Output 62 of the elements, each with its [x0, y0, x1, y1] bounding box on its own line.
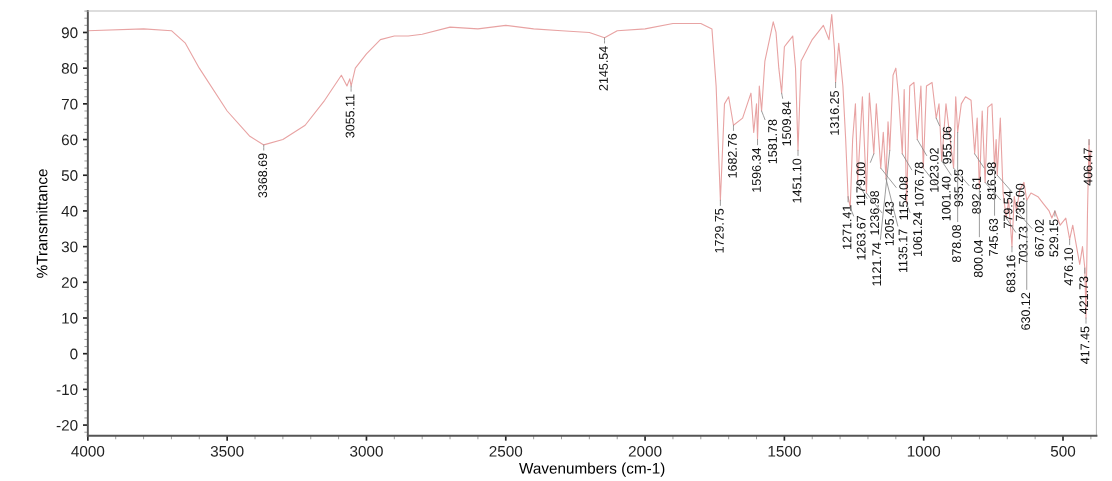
annotation: 1729.75 — [714, 208, 724, 253]
y-tick-label: 70 — [61, 98, 78, 110]
x-axis-title: Wavenumbers (cm-1) — [519, 462, 665, 477]
annotation: 1316.25 — [830, 90, 839, 135]
annotation: 1076.78 — [914, 162, 924, 207]
x-tick-label: 2500 — [489, 445, 523, 457]
x-tick-label: 3500 — [210, 445, 244, 457]
annotation: 1682.76 — [727, 133, 737, 178]
annotation: 736.00 — [1015, 183, 1025, 221]
y-tick-label: 30 — [61, 241, 78, 253]
y-tick-label: -20 — [56, 419, 78, 431]
annotation: 1581.78 — [768, 119, 777, 164]
y-tick-label: 0 — [70, 348, 78, 360]
x-tick-label: 2000 — [628, 445, 662, 457]
annotation: 779.54 — [1003, 190, 1013, 228]
annotation: 1001.40 — [941, 176, 951, 221]
annotation: 1179.00 — [856, 162, 866, 206]
annotation: 955.06 — [942, 126, 952, 164]
annotation: 1061.24 — [913, 212, 922, 257]
annotation: 1263.67 — [856, 215, 866, 260]
annotation: 421.73 — [1079, 276, 1089, 314]
annotation: 892.61 — [972, 176, 981, 214]
x-tick-label: 4000 — [71, 445, 105, 457]
annotation: 878.08 — [952, 224, 962, 263]
annotation: 1023.02 — [929, 148, 939, 192]
x-tick-label: 1000 — [907, 445, 941, 457]
annotation: 667.02 — [1034, 219, 1044, 257]
annotation: 703.73 — [1018, 226, 1028, 264]
y-tick-label: 90 — [61, 27, 78, 39]
y-tick-label: 20 — [61, 277, 78, 288]
annotation: 1451.10 — [792, 158, 802, 203]
x-tick-label: 1500 — [768, 445, 801, 457]
annotation: 1154.08 — [899, 176, 909, 220]
annotation: 1509.84 — [782, 101, 791, 146]
annotation: 1121.74 — [872, 242, 882, 286]
annotation: 630.12 — [1021, 292, 1031, 330]
y-tick-label: 80 — [61, 63, 78, 74]
annotation: 2145.54 — [599, 46, 608, 91]
y-tick-label: 60 — [61, 134, 78, 146]
x-tick-label: 3000 — [350, 445, 383, 457]
annotation: 3368.69 — [258, 153, 268, 198]
annotation: 529.15 — [1049, 219, 1059, 257]
annotation: 1596.34 — [752, 147, 761, 192]
annotation: 1236.98 — [870, 190, 880, 235]
annotation: 1271.41 — [842, 205, 852, 249]
annotation: 816.98 — [987, 162, 997, 200]
annotation: 935.25 — [954, 169, 964, 207]
annotation: 417.45 — [1080, 326, 1090, 364]
y-tick-label: 50 — [61, 170, 78, 181]
annotation: 3055.11 — [345, 94, 355, 138]
annotation: 476.10 — [1064, 247, 1074, 286]
annotation: 745.63 — [989, 218, 998, 256]
annotation: 1135.17 — [898, 229, 908, 273]
y-tick-label: 10 — [62, 312, 78, 324]
y-tick-label: 40 — [61, 205, 78, 217]
annotation: 406.47 — [1083, 148, 1093, 186]
y-tick-label: -10 — [56, 384, 78, 396]
x-tick-label: 500 — [1050, 445, 1076, 457]
annotation: 683.16 — [1006, 255, 1016, 293]
annotation: 1205.43 — [884, 201, 894, 246]
y-axis-title: %Transmittance — [36, 169, 48, 278]
annotation: 800.04 — [973, 239, 983, 278]
